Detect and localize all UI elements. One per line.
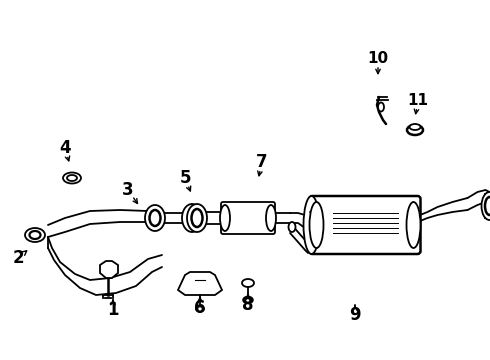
Ellipse shape (407, 125, 423, 135)
Ellipse shape (266, 205, 276, 231)
Text: 3: 3 (122, 181, 134, 199)
Text: 6: 6 (194, 299, 206, 317)
Ellipse shape (310, 202, 323, 248)
Text: 2: 2 (12, 249, 24, 267)
Ellipse shape (192, 209, 202, 227)
Text: 5: 5 (179, 169, 191, 187)
Text: 7: 7 (256, 153, 268, 171)
Ellipse shape (482, 192, 490, 220)
Ellipse shape (378, 103, 384, 112)
Ellipse shape (407, 202, 420, 248)
Ellipse shape (485, 197, 490, 215)
Ellipse shape (244, 297, 252, 303)
Ellipse shape (29, 231, 41, 239)
Text: 11: 11 (408, 93, 428, 108)
Polygon shape (485, 194, 490, 218)
Text: 4: 4 (59, 139, 71, 157)
Ellipse shape (182, 204, 202, 232)
FancyBboxPatch shape (221, 202, 275, 234)
Ellipse shape (63, 172, 81, 184)
Text: 1: 1 (107, 301, 119, 319)
Text: 9: 9 (349, 306, 361, 324)
Ellipse shape (67, 175, 77, 181)
Polygon shape (100, 261, 118, 278)
Text: 10: 10 (368, 50, 389, 66)
Ellipse shape (242, 279, 254, 287)
Ellipse shape (187, 204, 207, 232)
FancyBboxPatch shape (310, 196, 420, 254)
Ellipse shape (149, 210, 161, 226)
Ellipse shape (220, 205, 230, 231)
Polygon shape (178, 272, 222, 295)
Ellipse shape (303, 196, 319, 254)
Ellipse shape (289, 222, 295, 232)
Ellipse shape (410, 124, 420, 130)
Ellipse shape (25, 228, 45, 242)
Text: 8: 8 (242, 296, 254, 314)
Ellipse shape (145, 205, 165, 231)
Ellipse shape (196, 306, 204, 311)
